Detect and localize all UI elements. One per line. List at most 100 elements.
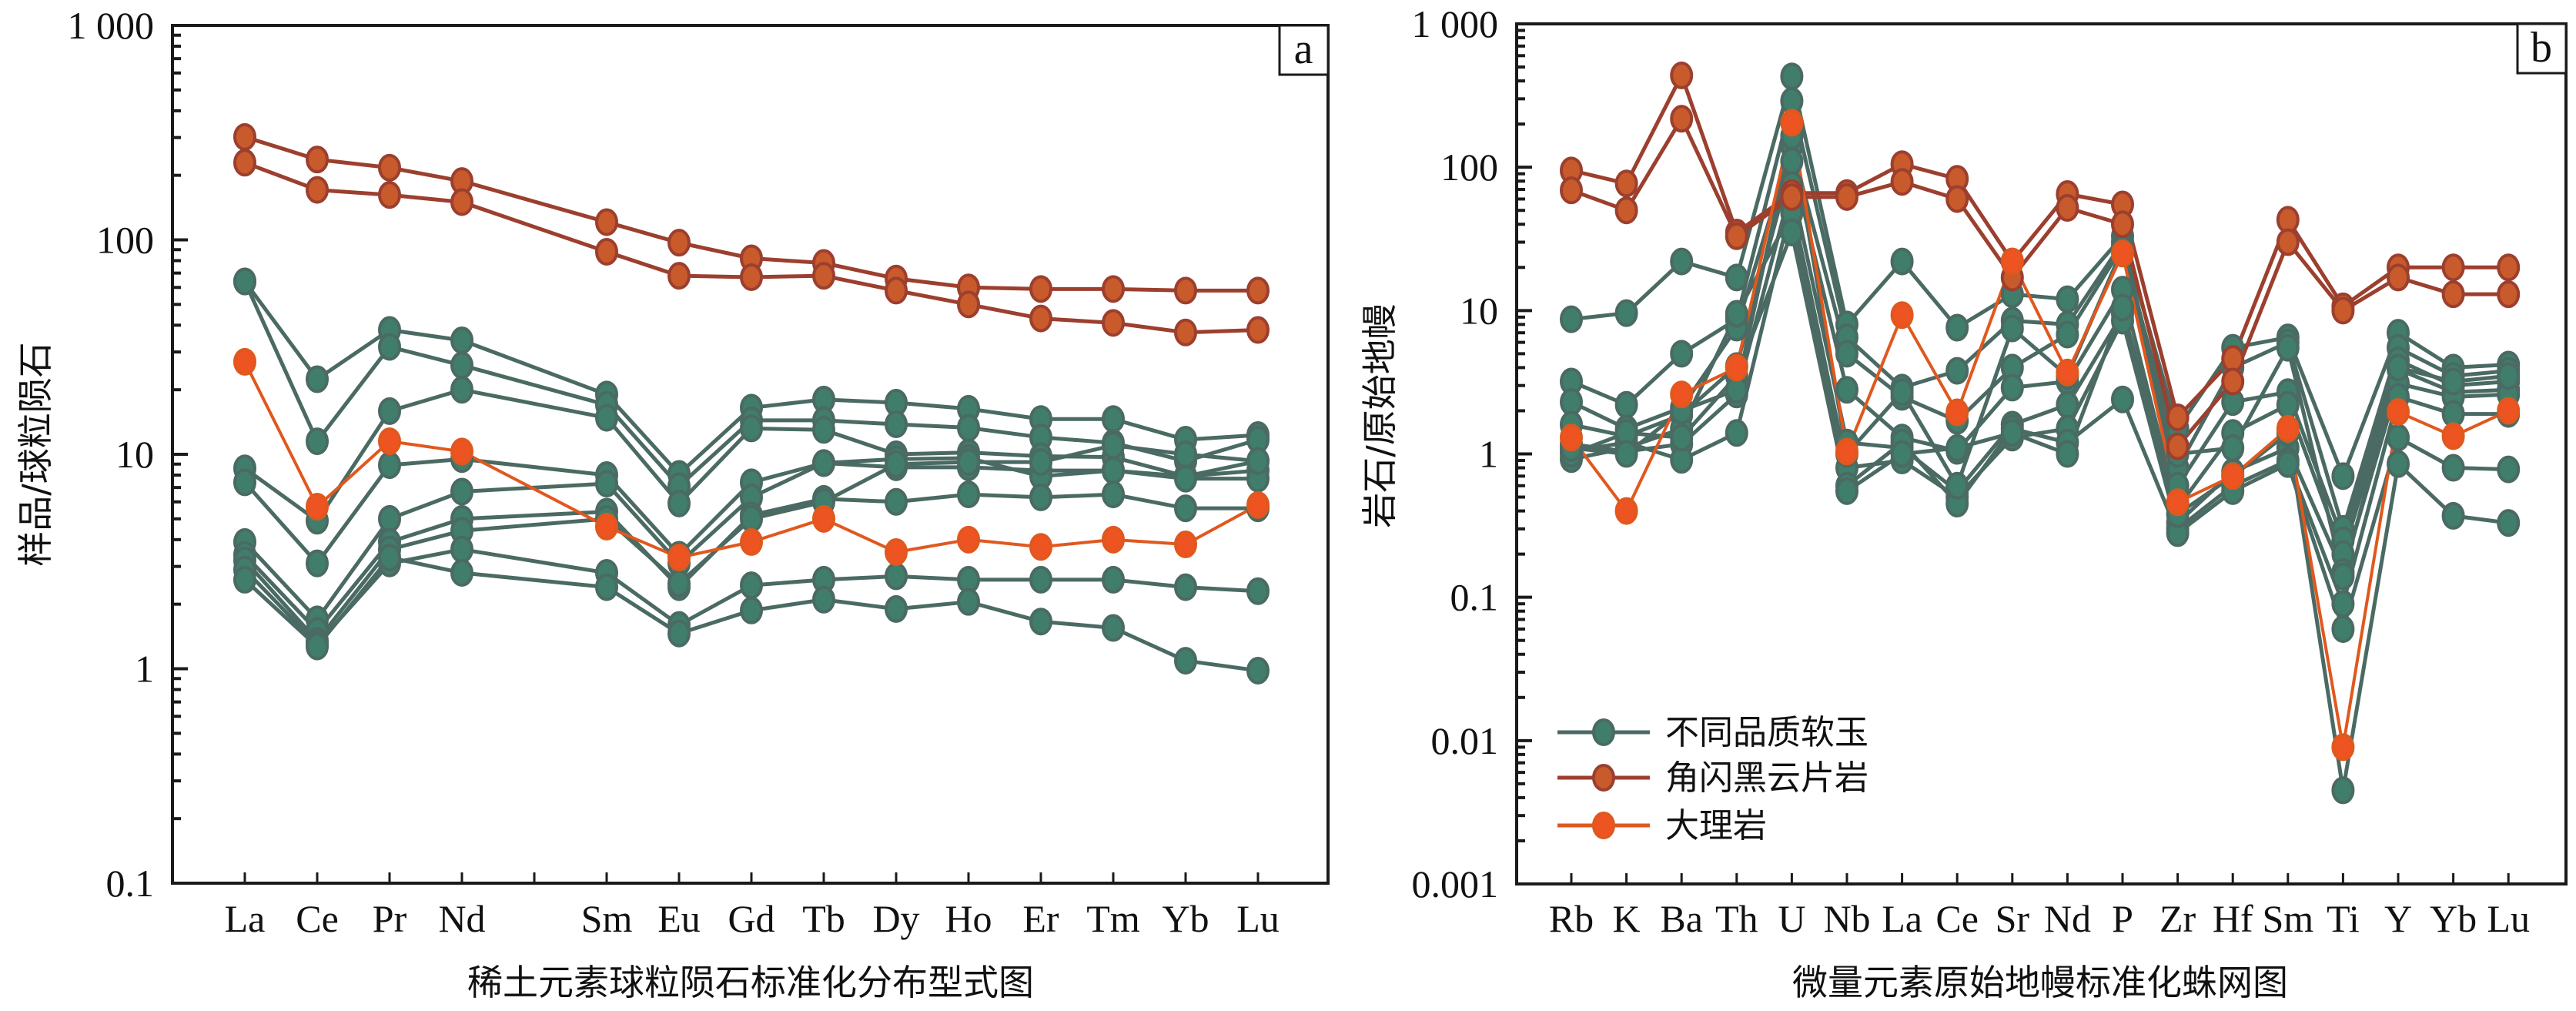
data-point-Tb xyxy=(812,416,835,444)
data-point-Ho xyxy=(957,480,980,509)
data-point-Sm xyxy=(2276,450,2300,478)
data-point-Sm xyxy=(595,512,618,541)
data-point-Dy xyxy=(885,562,908,591)
x-tick-label-Pr: Pr xyxy=(373,897,407,940)
data-point-Dy xyxy=(885,410,908,439)
data-point-Ce xyxy=(306,492,329,521)
data-point-Ti xyxy=(2331,296,2355,325)
series-lines-b xyxy=(1570,73,2510,792)
data-point-Th xyxy=(1725,300,1748,328)
data-point-Y xyxy=(2387,398,2410,427)
data-point-Sm xyxy=(595,573,618,601)
data-point-Tm xyxy=(1102,525,1125,554)
data-point-Gd xyxy=(740,527,763,556)
y-tick-label: 0.1 xyxy=(106,862,155,905)
panel-label-box-a xyxy=(1278,24,1330,76)
data-point-Tm xyxy=(1102,614,1125,642)
data-point-Er xyxy=(1029,533,1052,561)
data-point-Ho xyxy=(957,413,980,442)
data-point-U xyxy=(1780,219,1804,247)
data-point-Yb xyxy=(1174,531,1197,559)
series-line-jade-10 xyxy=(243,555,1259,673)
series-lines-a xyxy=(243,135,1259,673)
x-tick-label-Nb: Nb xyxy=(1823,897,1870,940)
data-point-Lu xyxy=(1246,490,1270,519)
data-point-Nb xyxy=(1835,437,1858,466)
data-point-Ba xyxy=(1670,247,1694,276)
y-tick-label: 10 xyxy=(1460,289,1498,332)
y-axis-title-a: 样品/球粒陨石 xyxy=(15,342,56,567)
data-point-Lu xyxy=(2497,362,2521,390)
data-point-Lu xyxy=(2497,397,2521,425)
data-point-Th xyxy=(1725,222,1748,250)
data-point-La xyxy=(233,565,256,594)
data-point-Pr xyxy=(378,333,401,361)
series-line-jade-3 xyxy=(243,280,1259,488)
data-point-Tm xyxy=(1102,309,1125,337)
y-axis-a: 0.1 1 10 100 1 000 xyxy=(68,4,188,905)
data-point-Nd xyxy=(2056,194,2079,223)
data-point-Yb xyxy=(1174,573,1197,601)
data-point-Eu xyxy=(667,569,691,598)
data-point-Tb xyxy=(812,585,835,614)
data-point-Pr xyxy=(378,397,401,425)
x-tick-label-P: P xyxy=(2112,897,2133,940)
data-point-Yb xyxy=(1174,276,1197,305)
data-point-Er xyxy=(1029,275,1052,303)
data-point-Ba xyxy=(1670,340,1694,368)
legend-label-jade: 不同品质软玉 xyxy=(1665,713,1868,752)
data-point-Rb xyxy=(1560,176,1583,205)
data-point-Dy xyxy=(885,487,908,516)
data-point-Ce xyxy=(306,549,329,577)
data-point-Dy xyxy=(885,537,908,566)
data-point-La xyxy=(1890,247,1914,276)
data-point-Nd xyxy=(2056,285,2079,313)
data-point-Ti xyxy=(2331,590,2355,618)
data-point-Ho xyxy=(957,448,980,477)
data-point-Ce xyxy=(1945,471,1969,500)
data-point-P xyxy=(2111,293,2134,322)
data-point-Sm xyxy=(595,237,618,266)
data-point-Nd xyxy=(450,351,473,380)
y-tick-label: 0.01 xyxy=(1431,719,1499,762)
x-tick-label-Gd: Gd xyxy=(728,897,774,940)
data-point-Ba xyxy=(1670,61,1694,89)
chart-panel-b: 0.001 0.01 0.1 1 10 100 1 000 Rb K Ba Th U Nb La Ce Sr… xyxy=(1359,2,2568,1003)
data-point-Pr xyxy=(378,504,401,533)
data-point-Ti xyxy=(2331,462,2355,490)
x-tick-label-Eu: Eu xyxy=(657,897,701,940)
data-point-Th xyxy=(1725,263,1748,292)
data-point-Yb xyxy=(2441,253,2465,282)
data-point-Ti xyxy=(2331,562,2355,591)
data-point-Yb xyxy=(1174,464,1197,493)
series-line-jade-5 xyxy=(1571,159,2509,557)
data-point-Ho xyxy=(957,525,980,554)
series-points-schist-1 xyxy=(233,149,1270,346)
data-point-Th xyxy=(1725,353,1748,382)
y-tick-label: 1 000 xyxy=(68,4,155,47)
data-point-Nd xyxy=(2056,320,2079,349)
x-tick-label-Lu: Lu xyxy=(2487,897,2530,940)
data-point-Lu xyxy=(1246,577,1270,605)
data-point-Hf xyxy=(2221,345,2245,373)
series-line-jade-4 xyxy=(243,387,1259,523)
legend-label-marble: 大理岩 xyxy=(1665,806,1767,845)
data-point-Sm xyxy=(2276,414,2300,443)
data-point-Eu xyxy=(667,229,691,257)
data-point-Hf xyxy=(2221,434,2245,462)
legend-item-marble: 大理岩 xyxy=(1557,806,1767,845)
x-tick-label-Ba: Ba xyxy=(1660,897,1703,940)
data-point-Tm xyxy=(1102,480,1125,509)
data-point-Gd xyxy=(740,263,763,291)
data-point-Pr xyxy=(378,153,401,182)
data-point-Pr xyxy=(378,181,401,209)
data-point-Rb xyxy=(1560,388,1583,417)
x-tick-label-Ce: Ce xyxy=(296,897,339,940)
x-tick-label-Sr: Sr xyxy=(1996,897,2030,940)
x-tick-label-Ce: Ce xyxy=(1935,897,1979,940)
data-point-Dy xyxy=(885,450,908,478)
data-point-Y xyxy=(2387,450,2410,478)
data-point-Sm xyxy=(2276,390,2300,419)
y-axis-title-b: 岩石/原始地幔 xyxy=(1359,303,1400,528)
data-point-Er xyxy=(1029,304,1052,333)
